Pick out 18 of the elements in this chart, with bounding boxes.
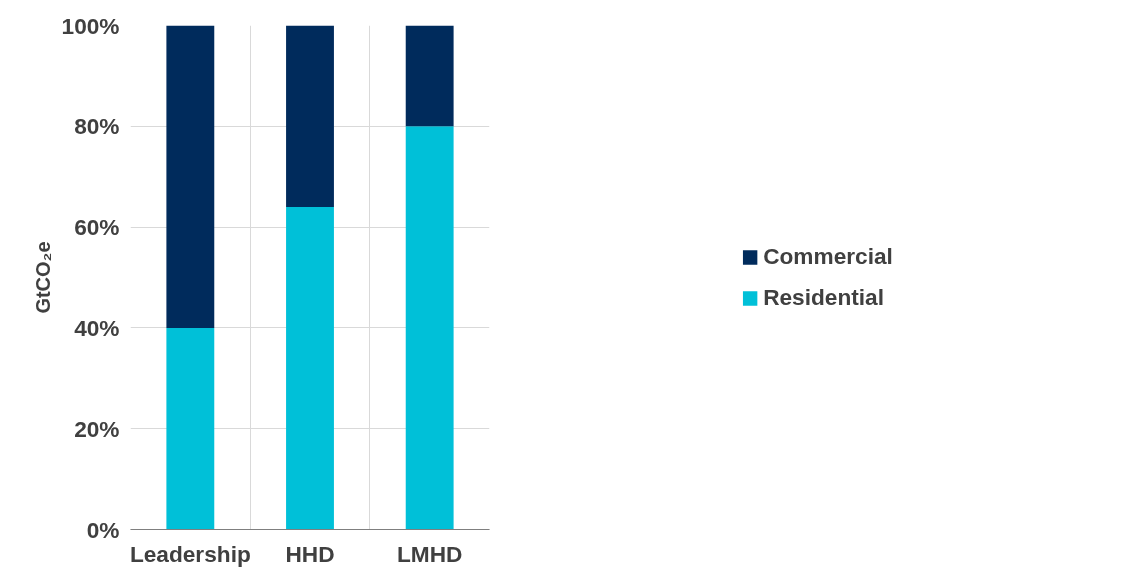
x-tick-label: Leadership bbox=[129, 540, 251, 567]
legend-label: Residential bbox=[763, 284, 885, 311]
bar bbox=[166, 327, 215, 530]
legend-label: Commercial bbox=[763, 243, 893, 270]
bar bbox=[286, 25, 334, 207]
x-tick-label: LMHD bbox=[396, 540, 463, 567]
y-axis-title: GtCO₂e bbox=[31, 241, 54, 314]
bar bbox=[166, 25, 215, 328]
bar bbox=[405, 126, 454, 530]
y-tick-label: 0% bbox=[86, 516, 120, 543]
bar bbox=[286, 206, 334, 530]
y-tick-label: 80% bbox=[74, 113, 120, 140]
x-tick-label: HHD bbox=[285, 540, 335, 567]
bar bbox=[405, 25, 454, 127]
y-tick-label: 60% bbox=[74, 214, 120, 241]
y-tick-label: 100% bbox=[61, 12, 120, 39]
y-tick-label: 20% bbox=[74, 415, 120, 442]
y-tick-label: 40% bbox=[74, 314, 120, 341]
